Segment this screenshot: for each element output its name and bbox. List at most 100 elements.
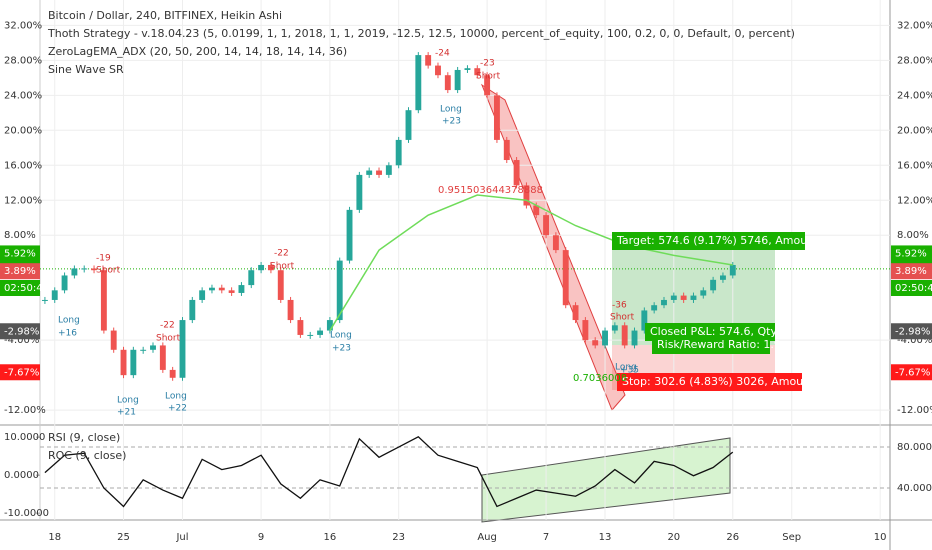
candle	[199, 290, 206, 300]
candle	[376, 170, 382, 175]
candle	[100, 270, 107, 331]
y-tick-label: 16.00%	[897, 160, 932, 171]
roc-legend: ROC (9, close)	[48, 449, 126, 462]
candle	[444, 75, 451, 91]
candle	[474, 68, 481, 76]
annotation-bg	[612, 232, 805, 250]
candle	[435, 65, 441, 76]
chart-title: Bitcoin / Dollar, 240, BITFINEX, Heikin …	[48, 9, 282, 22]
candle	[464, 68, 471, 70]
candle	[621, 325, 628, 346]
candle	[651, 305, 658, 311]
price-badge-bg	[0, 245, 40, 262]
price-badge: -7.67%	[895, 367, 930, 378]
price-badge: 3.89%	[4, 266, 36, 277]
candle	[189, 299, 196, 321]
candle	[543, 215, 550, 236]
rsi-legend: RSI (9, close)	[48, 431, 120, 444]
candle	[326, 320, 333, 331]
annotation: Target: 574.6 (9.17%) 5746, Amount: 1	[616, 234, 833, 247]
candle	[61, 275, 68, 291]
candle	[179, 320, 186, 378]
y-tick-label-left: 12.00%	[4, 195, 42, 206]
rsi-line	[44, 435, 734, 508]
trade-label: +22	[168, 404, 187, 414]
trade-label: -36	[612, 301, 627, 311]
candle	[228, 290, 235, 293]
ema-line	[329, 194, 733, 331]
countdown: 02:50:46	[895, 283, 932, 294]
candle	[533, 205, 540, 216]
y-tick-label-left: 20.00%	[4, 125, 42, 136]
trade-label: -19	[96, 254, 111, 264]
candle	[572, 305, 579, 321]
candle	[690, 295, 697, 300]
candle	[484, 75, 491, 96]
y-tick-label: -12.00%	[897, 405, 932, 416]
y-tick-label: 28.00%	[897, 55, 932, 66]
candle	[366, 170, 373, 175]
candle	[552, 235, 559, 251]
candle	[140, 349, 147, 351]
candle	[592, 340, 599, 346]
candle	[454, 69, 461, 91]
candle	[41, 299, 48, 301]
trade-label: Long	[165, 392, 187, 402]
candle	[700, 290, 707, 296]
candle	[641, 310, 648, 331]
x-tick-label: 9	[258, 532, 264, 543]
candle	[317, 330, 324, 335]
candle	[395, 139, 402, 166]
candle	[356, 174, 363, 210]
candle	[258, 264, 265, 271]
candle	[346, 209, 353, 261]
candle	[287, 299, 294, 321]
candle	[562, 250, 569, 306]
y-tick-label: -4.00%	[897, 335, 932, 346]
candle	[277, 270, 284, 300]
candle	[297, 320, 304, 335]
candle	[307, 334, 314, 336]
price-badge-bg	[0, 364, 40, 381]
y-tick-label: 12.00%	[897, 195, 932, 206]
candle	[523, 185, 530, 206]
trade-label: Short	[610, 313, 635, 323]
trade-label: +23	[332, 344, 351, 354]
candle	[680, 295, 687, 300]
candle	[415, 55, 422, 111]
candle	[238, 285, 245, 293]
price-badge: 5.92%	[895, 248, 927, 259]
price-badge: -2.98%	[4, 326, 39, 337]
trade-label: Long	[615, 363, 637, 373]
rsi-channel	[481, 437, 731, 523]
trade-label: Short	[156, 334, 181, 344]
candle	[405, 110, 412, 140]
trade-label: Long	[330, 331, 352, 341]
y-tick-label-left: 8.00%	[4, 230, 36, 241]
trade-label: +23	[442, 117, 461, 127]
candle	[169, 369, 176, 378]
roc-tick-label: 10.0000	[4, 432, 45, 443]
roc-tick-label: -10.0000	[4, 508, 49, 519]
trade-label: -22	[160, 321, 175, 331]
x-tick-label: 18	[48, 532, 61, 543]
y-tick-label-left: 24.00%	[4, 90, 42, 101]
candle	[336, 260, 343, 321]
price-badge: 5.92%	[4, 248, 36, 259]
trade-label: Long	[117, 396, 139, 406]
trade-label: Long	[58, 316, 80, 326]
y-tick-label: 20.00%	[897, 125, 932, 136]
trade-label: Long	[440, 105, 462, 115]
y-tick-label: 8.00%	[897, 230, 929, 241]
x-tick-label: 10	[874, 532, 887, 543]
candle	[81, 268, 88, 270]
trade-label: -22	[274, 249, 289, 259]
x-tick-label: Sep	[782, 532, 801, 543]
countdown-bg	[891, 280, 932, 296]
candle	[670, 295, 677, 300]
x-tick-label: 26	[726, 532, 739, 543]
price-badge: 3.89%	[895, 266, 927, 277]
candle	[218, 287, 225, 291]
candle	[729, 264, 736, 276]
